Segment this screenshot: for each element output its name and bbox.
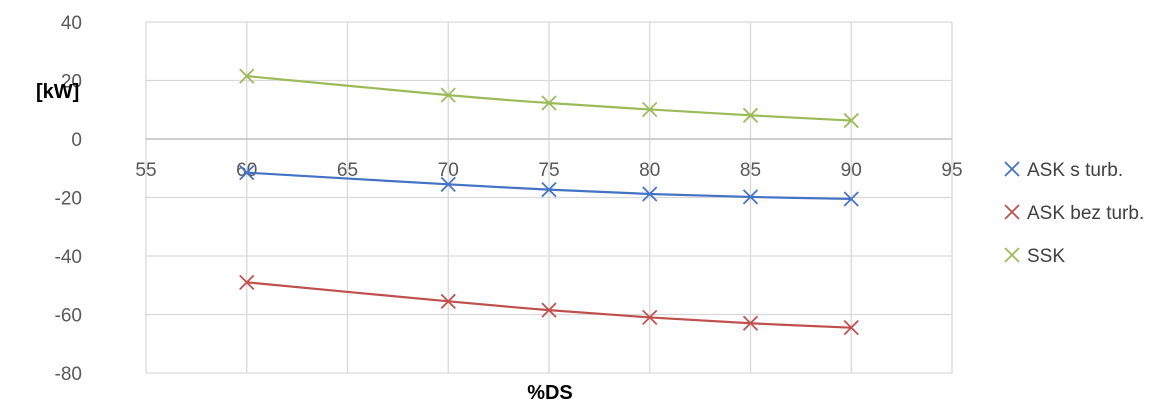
marker-stroke	[239, 274, 255, 290]
legend-label: ASK s turb.	[1027, 160, 1123, 181]
legend-label: ASK bez turb.	[1027, 203, 1144, 224]
marker-stroke	[843, 191, 859, 207]
marker-stroke	[843, 320, 859, 336]
data-point	[440, 293, 456, 309]
x-axis-label: %DS	[527, 382, 573, 402]
marker-stroke	[541, 95, 557, 111]
x-tick-label: 95	[941, 160, 962, 181]
legend-label: SSK	[1027, 246, 1065, 267]
marker-stroke	[239, 68, 255, 84]
marker-stroke	[440, 176, 456, 192]
x-tick-label: 65	[337, 160, 358, 181]
marker-stroke	[742, 189, 759, 205]
y-tick-label: -80	[55, 364, 82, 385]
legend-entry: SSK	[1004, 246, 1065, 267]
series-line	[246, 281, 852, 329]
series-line	[246, 75, 852, 122]
y-tick-label: 40	[61, 13, 82, 34]
marker-stroke	[440, 87, 456, 103]
marker-stroke	[642, 101, 658, 118]
marker-stroke	[1004, 247, 1020, 263]
y-tick-label: -60	[55, 306, 82, 327]
x-tick-label: 85	[740, 160, 761, 181]
data-point	[239, 68, 255, 84]
x-tick-label: 60	[236, 160, 257, 181]
marker-stroke	[1004, 204, 1020, 220]
marker-stroke	[642, 186, 658, 202]
x-tick-label: 70	[438, 160, 459, 181]
series-2	[239, 68, 859, 129]
series-line	[246, 171, 852, 201]
data-point	[843, 191, 859, 207]
legend-marker	[1004, 204, 1020, 220]
marker-stroke	[642, 309, 658, 326]
data-point	[742, 189, 759, 205]
data-point	[742, 315, 759, 331]
y-tick-label: -20	[55, 189, 82, 210]
data-point	[843, 320, 859, 336]
y-axis-label: [kW]	[36, 81, 79, 103]
y-tick-label: 20	[61, 72, 82, 93]
marker-stroke	[541, 302, 557, 318]
data-point	[541, 302, 557, 318]
data-point	[642, 309, 658, 326]
marker-stroke	[440, 293, 456, 309]
marker-stroke	[239, 165, 255, 181]
y-tick-label: 0	[71, 130, 82, 151]
x-tick-labels: 55 60 65 70 75 80 85 90 95	[135, 160, 962, 181]
marker-stroke	[843, 112, 859, 129]
data-point	[440, 87, 456, 103]
data-point	[742, 107, 759, 123]
data-point	[239, 274, 255, 290]
y-tick-label: -40	[55, 247, 82, 268]
legend-entry: ASK bez turb.	[1004, 203, 1144, 224]
marker-stroke	[742, 315, 759, 331]
x-tick-label: 55	[135, 160, 156, 181]
y-tick-labels: 40 20 0 -20 -40 -60 -80	[55, 13, 82, 385]
x-tick-label: 90	[841, 160, 862, 181]
marker-stroke	[1004, 161, 1020, 177]
data-point	[642, 186, 658, 202]
x-tick-label: 75	[538, 160, 559, 181]
marker-stroke	[541, 181, 557, 198]
series-group	[239, 68, 859, 336]
series-0	[239, 165, 859, 207]
data-point	[843, 112, 859, 129]
legend-marker	[1004, 247, 1020, 263]
data-point	[440, 176, 456, 192]
legend-marker	[1004, 161, 1020, 177]
marker-stroke	[742, 107, 759, 123]
data-point	[541, 181, 557, 198]
data-point	[239, 165, 255, 181]
x-tick-label: 80	[639, 160, 660, 181]
legend: ASK s turb. ASK bez turb. SSK	[1004, 160, 1144, 267]
data-point	[642, 101, 658, 118]
series-1	[239, 274, 859, 336]
legend-entry: ASK s turb.	[1004, 160, 1123, 181]
data-point	[541, 95, 557, 111]
